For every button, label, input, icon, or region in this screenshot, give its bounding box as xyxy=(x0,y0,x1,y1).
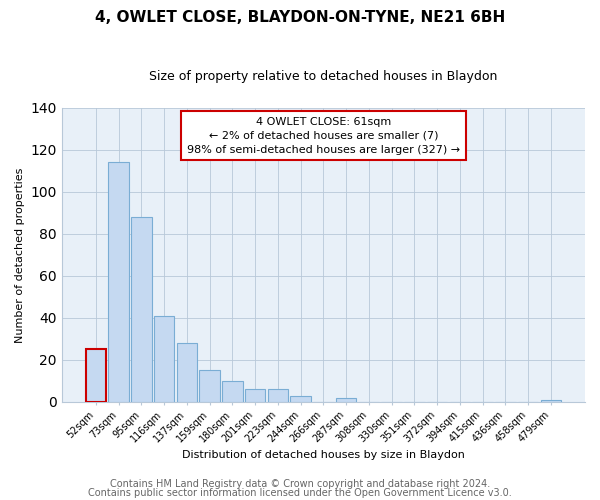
Text: Contains public sector information licensed under the Open Government Licence v3: Contains public sector information licen… xyxy=(88,488,512,498)
Y-axis label: Number of detached properties: Number of detached properties xyxy=(15,167,25,342)
Bar xyxy=(86,350,106,402)
Title: Size of property relative to detached houses in Blaydon: Size of property relative to detached ho… xyxy=(149,70,497,83)
Bar xyxy=(176,343,197,402)
Bar xyxy=(154,316,175,402)
Bar xyxy=(268,390,288,402)
Bar xyxy=(131,217,152,402)
Bar xyxy=(245,390,265,402)
Bar xyxy=(199,370,220,402)
Bar xyxy=(222,381,242,402)
Bar xyxy=(541,400,561,402)
Text: 4 OWLET CLOSE: 61sqm
← 2% of detached houses are smaller (7)
98% of semi-detache: 4 OWLET CLOSE: 61sqm ← 2% of detached ho… xyxy=(187,116,460,154)
Bar xyxy=(109,162,129,402)
Text: 4, OWLET CLOSE, BLAYDON-ON-TYNE, NE21 6BH: 4, OWLET CLOSE, BLAYDON-ON-TYNE, NE21 6B… xyxy=(95,10,505,25)
Text: Contains HM Land Registry data © Crown copyright and database right 2024.: Contains HM Land Registry data © Crown c… xyxy=(110,479,490,489)
Bar xyxy=(290,396,311,402)
Bar xyxy=(336,398,356,402)
X-axis label: Distribution of detached houses by size in Blaydon: Distribution of detached houses by size … xyxy=(182,450,465,460)
